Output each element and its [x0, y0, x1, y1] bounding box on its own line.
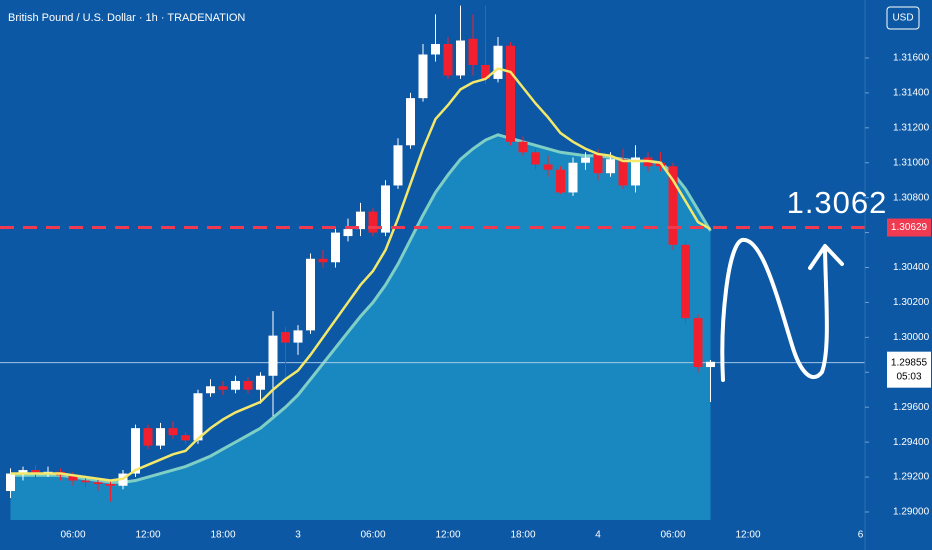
candle-body [131, 428, 140, 474]
x-tick-label: 12:00 [435, 530, 460, 541]
candle-body [606, 159, 615, 174]
candle-body [631, 157, 640, 186]
candle-body [243, 381, 253, 390]
x-tick-label: 06:00 [360, 530, 385, 541]
y-tick-label: 1.29200 [893, 472, 930, 483]
x-tick-label: 06:00 [60, 530, 85, 541]
candle-body [81, 480, 90, 483]
candle-body [618, 159, 628, 186]
y-tick-label: 1.31000 [893, 157, 930, 168]
candle-body [106, 484, 115, 486]
candle-body [531, 152, 540, 165]
candle-body [293, 330, 303, 343]
candle-body [518, 141, 528, 153]
moving-average [10, 67, 712, 482]
candle-body [343, 229, 353, 237]
candle-body [168, 428, 178, 436]
candle-body [68, 475, 78, 481]
y-tick-label: 1.29000 [893, 507, 930, 518]
candle-body [543, 164, 553, 170]
candle-body [393, 145, 403, 186]
candle-body [593, 154, 603, 174]
candle-body [568, 162, 578, 193]
candle-body [581, 157, 590, 163]
countdown: 05:03 [896, 371, 921, 382]
candle-body [256, 375, 265, 390]
chart-title: British Pound / U.S. Dollar · 1h · TRADE… [8, 12, 245, 24]
candle-body [331, 232, 340, 263]
candle-body [556, 169, 565, 193]
level-tag [887, 218, 931, 237]
y-tick-label: 1.31600 [893, 53, 930, 64]
candle-body [356, 211, 365, 230]
candle-body [381, 185, 390, 233]
candle-body [406, 98, 415, 146]
y-tick-label: 1.30800 [893, 192, 930, 203]
candle-body [493, 45, 503, 79]
last-price-tag [887, 351, 931, 388]
candle-body [668, 166, 678, 245]
candle-body [506, 45, 515, 142]
last-price-label: 1.29855 [891, 357, 928, 368]
candle-body [18, 470, 28, 474]
candle-body [93, 482, 103, 485]
x-tick-label: 12:00 [735, 530, 760, 541]
y-tick-label: 1.29400 [893, 437, 930, 448]
candle-body [6, 473, 15, 492]
candle-body [181, 435, 190, 441]
x-tick-label: 3 [295, 530, 301, 541]
candle-body [306, 258, 315, 331]
x-tick-label: 6 [858, 530, 864, 541]
candle-body [156, 428, 165, 446]
x-tick-label: 12:00 [135, 530, 160, 541]
x-tick-label: 06:00 [660, 530, 685, 541]
candle-body [206, 386, 215, 394]
candle-body [693, 318, 703, 368]
level-tag-label: 1.30629 [891, 222, 928, 233]
candle-body [468, 38, 478, 65]
candle-body [418, 54, 428, 99]
currency-box[interactable] [886, 6, 920, 30]
annotation: 1.3062 [787, 185, 888, 220]
y-tick-label: 1.30000 [893, 332, 930, 343]
candle-body [368, 211, 378, 233]
candle-body [193, 393, 203, 441]
y-tick-label: 1.29600 [893, 402, 930, 413]
candle-body [231, 381, 240, 390]
area [10, 134, 711, 520]
candle-body [456, 40, 465, 76]
y-tick-label: 1.31200 [893, 122, 930, 133]
x-tick-label: 18:00 [510, 530, 535, 541]
plot [0, 5, 865, 520]
y-tick-label: 1.30200 [893, 297, 930, 308]
candle-body [31, 470, 40, 474]
hand-drawn-arrow [720, 237, 844, 382]
candle-body [281, 332, 290, 343]
candle-body [481, 64, 490, 79]
candle-body [218, 386, 228, 390]
candle-body [443, 44, 453, 76]
x-tick-label: 18:00 [210, 530, 235, 541]
candle-body [318, 258, 328, 263]
x-tick-label: 4 [595, 530, 601, 541]
candle-body [431, 44, 440, 55]
candle-body [143, 428, 153, 446]
candle-body [268, 335, 278, 376]
candle-body [706, 361, 715, 368]
y-tick-label: 1.31400 [893, 88, 930, 99]
y-tick-label: 1.30400 [893, 262, 930, 273]
currency[interactable]: USD [892, 13, 913, 24]
candle-body [681, 244, 690, 319]
